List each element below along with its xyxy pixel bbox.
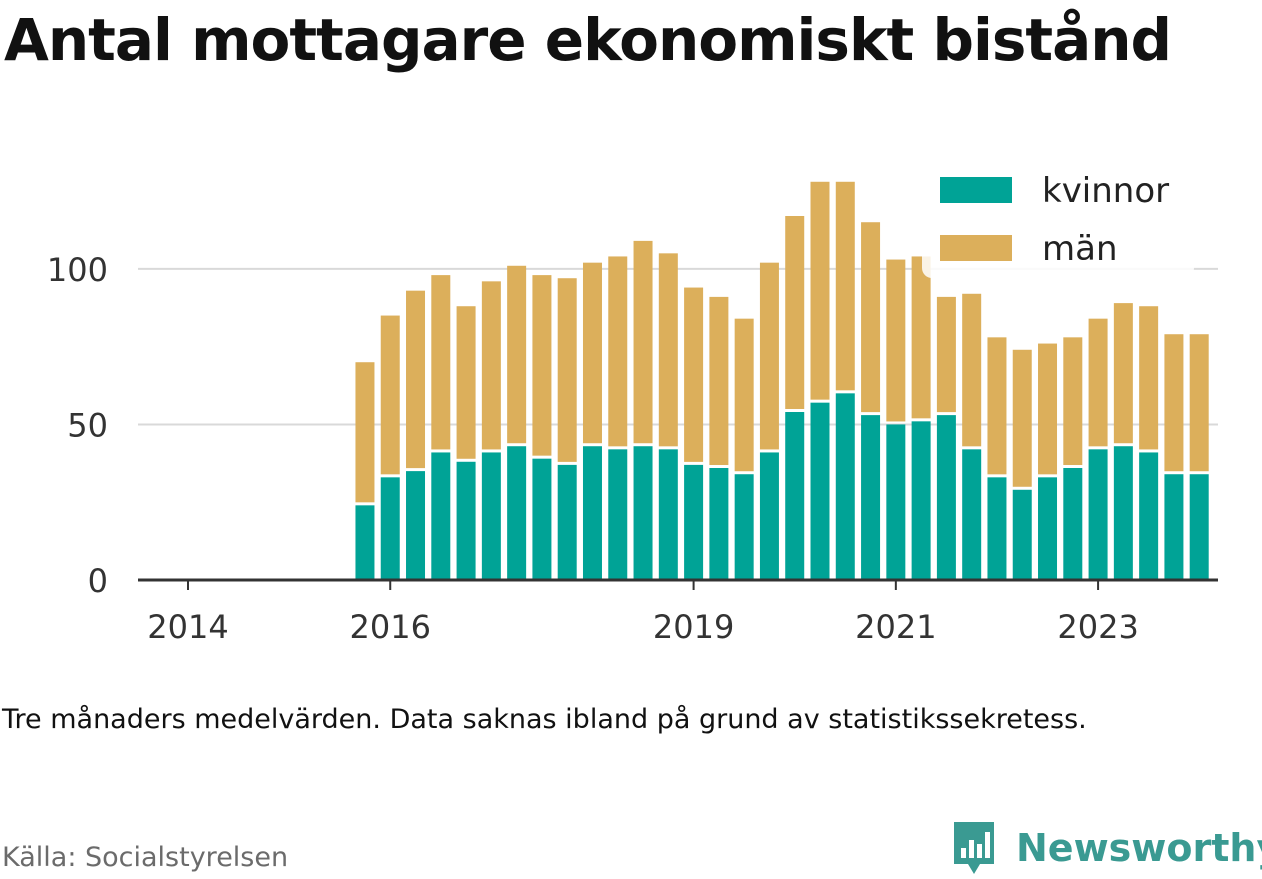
bar-kvinnor (987, 477, 1007, 580)
source-credit: Källa: Socialstyrelsen (2, 842, 289, 873)
chart-title: Antal mottagare ekonomiskt bistånd (4, 6, 1172, 74)
newsworthy-logo-icon (954, 822, 994, 874)
brand-name: Newsworthy (1016, 826, 1262, 870)
bar-man (911, 256, 931, 419)
bar-man (1012, 349, 1032, 487)
legend-label: kvinnor (1042, 171, 1169, 211)
bar-man (987, 337, 1007, 475)
bar-man (532, 275, 552, 456)
bar-kvinnor (911, 421, 931, 580)
bar-man (355, 362, 375, 503)
bar-man (507, 265, 527, 444)
bar-man (380, 315, 400, 475)
chart-note: Tre månaders medelvärden. Data saknas ib… (2, 704, 1087, 735)
bar-kvinnor (1189, 474, 1209, 580)
bar-kvinnor (936, 415, 956, 580)
bar-man (962, 293, 982, 447)
bar-kvinnor (406, 471, 426, 580)
bar-kvinnor (759, 452, 779, 580)
bar-kvinnor (456, 461, 476, 580)
bar-man (481, 281, 501, 450)
bar-kvinnor (658, 449, 678, 580)
bar-kvinnor (684, 464, 704, 580)
bar-kvinnor (1139, 452, 1159, 580)
brand-logo: Newsworthy (950, 818, 1262, 878)
bar-man (1063, 337, 1083, 465)
bar-kvinnor (557, 464, 577, 580)
bar-man (861, 222, 881, 413)
bar-man (456, 306, 476, 459)
bar-man (557, 278, 577, 462)
bar-man (835, 181, 855, 391)
bar-kvinnor (810, 402, 830, 580)
x-tick-label: 2023 (1057, 608, 1138, 646)
legend-swatch (940, 177, 1012, 203)
bar-kvinnor (532, 458, 552, 580)
x-tick-label: 2016 (350, 608, 431, 646)
bar-man (1088, 318, 1108, 447)
bar-kvinnor (507, 446, 527, 580)
bar-man (684, 287, 704, 462)
y-tick-label: 0 (88, 562, 108, 600)
bar-kvinnor (355, 505, 375, 580)
bar-kvinnor (1164, 474, 1184, 580)
bar-kvinnor (734, 474, 754, 580)
bar-man (658, 253, 678, 447)
bar-man (1189, 334, 1209, 472)
stacked-bar-chart: 0 50 100 2014 2016 2019 2021 2023 kvinnor män (46, 168, 1218, 646)
bar-kvinnor (1088, 449, 1108, 580)
bar-man (759, 262, 779, 450)
legend: kvinnor män (922, 168, 1194, 278)
bar-man (582, 262, 602, 444)
bar-man (1113, 303, 1133, 444)
bar-man (406, 290, 426, 469)
bar-man (785, 216, 805, 409)
axes: 0 50 100 2014 2016 2019 2021 2023 (47, 251, 1218, 646)
bar-man (709, 296, 729, 465)
bar-kvinnor (481, 452, 501, 580)
legend-swatch (940, 235, 1012, 261)
bar-kvinnor (633, 446, 653, 580)
bar-man (886, 259, 906, 422)
legend-label: män (1042, 229, 1118, 269)
bar-kvinnor (785, 412, 805, 580)
bar-kvinnor (861, 415, 881, 580)
bar-kvinnor (1012, 489, 1032, 580)
bar-kvinnor (962, 449, 982, 580)
bar-man (1164, 334, 1184, 472)
bar-man (1038, 343, 1058, 475)
bar-man (936, 296, 956, 413)
x-tick-label: 2014 (147, 608, 228, 646)
y-tick-label: 100 (47, 251, 108, 289)
bar-man (633, 240, 653, 444)
bar-man (608, 256, 628, 447)
y-tick-label: 50 (67, 406, 108, 444)
bar-kvinnor (709, 468, 729, 580)
bar-kvinnor (608, 449, 628, 580)
bar-kvinnor (380, 477, 400, 580)
x-tick-label: 2021 (855, 608, 936, 646)
bar-kvinnor (1038, 477, 1058, 580)
bars (355, 181, 1209, 580)
bar-kvinnor (1063, 468, 1083, 580)
x-tick-label: 2019 (653, 608, 734, 646)
bar-kvinnor (1113, 446, 1133, 580)
bar-man (431, 275, 451, 450)
bar-kvinnor (431, 452, 451, 580)
bar-kvinnor (835, 393, 855, 580)
bar-kvinnor (886, 424, 906, 580)
bar-kvinnor (582, 446, 602, 580)
bar-man (734, 318, 754, 472)
bar-man (1139, 306, 1159, 450)
bar-man (810, 181, 830, 400)
